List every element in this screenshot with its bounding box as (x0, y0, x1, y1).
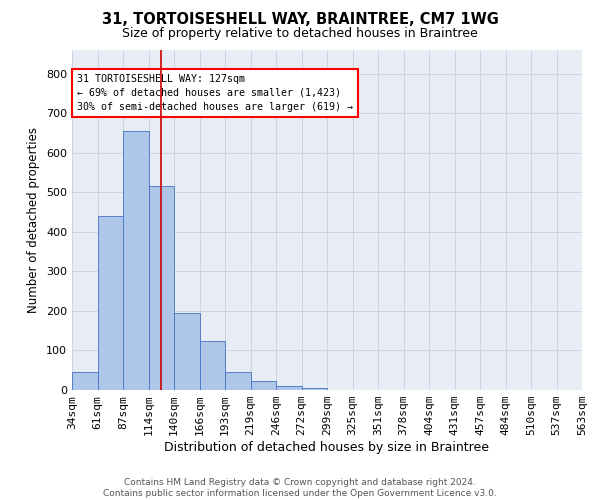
Y-axis label: Number of detached properties: Number of detached properties (28, 127, 40, 313)
Bar (149, 186, 174, 390)
Bar (225, 372, 251, 390)
Bar (123, 131, 149, 390)
Bar (97, 216, 123, 390)
Bar (199, 340, 225, 390)
Text: Size of property relative to detached houses in Braintree: Size of property relative to detached ho… (122, 28, 478, 40)
Bar (251, 382, 276, 390)
Bar (276, 386, 302, 390)
X-axis label: Distribution of detached houses by size in Braintree: Distribution of detached houses by size … (164, 441, 490, 454)
Bar (72, 372, 97, 390)
Bar (174, 313, 199, 390)
Text: 31 TORTOISESHELL WAY: 127sqm
← 69% of detached houses are smaller (1,423)
30% of: 31 TORTOISESHELL WAY: 127sqm ← 69% of de… (77, 74, 353, 112)
Text: 31, TORTOISESHELL WAY, BRAINTREE, CM7 1WG: 31, TORTOISESHELL WAY, BRAINTREE, CM7 1W… (101, 12, 499, 28)
Bar (302, 388, 327, 390)
Text: Contains HM Land Registry data © Crown copyright and database right 2024.
Contai: Contains HM Land Registry data © Crown c… (103, 478, 497, 498)
